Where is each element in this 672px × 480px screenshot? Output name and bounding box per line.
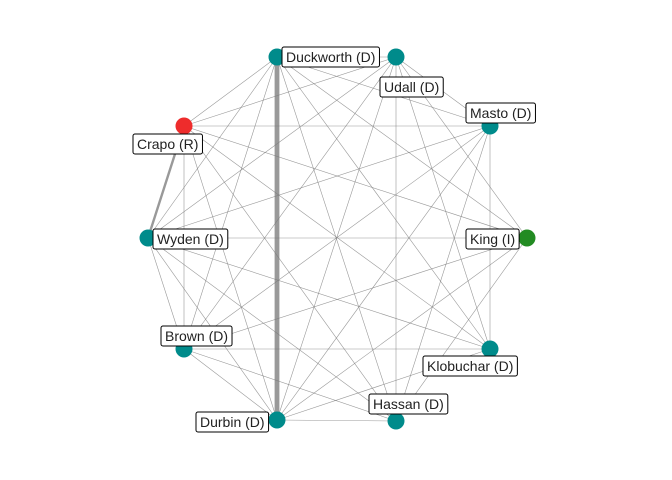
label-durbin: Durbin (D) [195, 411, 270, 433]
node-label-text: Durbin (D) [200, 414, 265, 430]
node-klobuchar [481, 340, 499, 358]
edge-duckworth-crapo [183, 56, 278, 127]
edge-duckworth-brown [183, 56, 278, 350]
edge-king-hassan [395, 237, 528, 422]
node-label-text: King (I) [470, 231, 515, 247]
label-box [195, 411, 270, 433]
edge-hassan-crapo [183, 125, 397, 422]
label-box [422, 355, 518, 377]
edge-udall-crapo [183, 56, 397, 127]
edge-king-crapo [183, 125, 528, 239]
edge-klobuchar-wyden [147, 237, 491, 350]
label-crapo: Crapo (R) [132, 133, 203, 155]
label-box [465, 102, 536, 124]
label-box [281, 46, 380, 68]
node-hassan [387, 412, 405, 430]
edge-klobuchar-crapo [183, 125, 491, 350]
label-klobuchar: Klobuchar (D) [422, 355, 518, 377]
edge-udall-durbin [276, 56, 397, 421]
label-box [379, 76, 444, 98]
labels-layer: Duckworth (D) Udall (D) Masto (D) King (I) K… [132, 46, 536, 433]
label-king: King (I) [465, 228, 520, 250]
node-label-text: Crapo (R) [137, 136, 198, 152]
node-duckworth [268, 48, 286, 66]
node-durbin [268, 411, 286, 429]
edge-masto-hassan [395, 125, 491, 422]
edge-udall-klobuchar [395, 56, 491, 350]
edge-hassan-brown [183, 348, 397, 422]
edge-durbin-crapo [183, 125, 278, 421]
edge-duckworth-king [276, 56, 528, 239]
edge-hassan-wyden [147, 237, 397, 422]
label-hassan: Hassan (D) [368, 393, 449, 415]
node-crapo [175, 117, 193, 135]
node-label-text: Udall (D) [384, 79, 439, 95]
label-box [152, 228, 229, 250]
node-king [518, 229, 536, 247]
label-duckworth: Duckworth (D) [281, 46, 380, 68]
edge-masto-wyden [147, 125, 491, 239]
label-brown: Brown (D) [160, 325, 233, 347]
node-label-text: Masto (D) [470, 105, 531, 121]
label-masto: Masto (D) [465, 102, 536, 124]
label-wyden: Wyden (D) [152, 228, 229, 250]
label-box [132, 133, 203, 155]
edge-duckworth-klobuchar [276, 56, 491, 350]
edge-durbin-brown [183, 348, 278, 421]
edge-hassan-durbin [276, 419, 397, 422]
edges-layer [146, 56, 528, 422]
node-label-text: Klobuchar (D) [427, 358, 513, 374]
node-label-text: Brown (D) [165, 328, 228, 344]
node-wyden [139, 229, 157, 247]
label-udall: Udall (D) [379, 76, 444, 98]
edge-udall-wyden [147, 56, 397, 239]
node-label-text: Hassan (D) [373, 396, 444, 412]
edge-king-brown [183, 237, 528, 350]
label-box [465, 228, 520, 250]
node-label-text: Wyden (D) [157, 231, 224, 247]
node-udall [387, 48, 405, 66]
node-label-text: Duckworth (D) [286, 49, 375, 65]
edge-king-durbin [276, 237, 528, 421]
label-box [368, 393, 449, 415]
edge-masto-durbin [276, 125, 491, 421]
label-box [160, 325, 233, 347]
edge-duckworth-wyden [147, 56, 278, 239]
